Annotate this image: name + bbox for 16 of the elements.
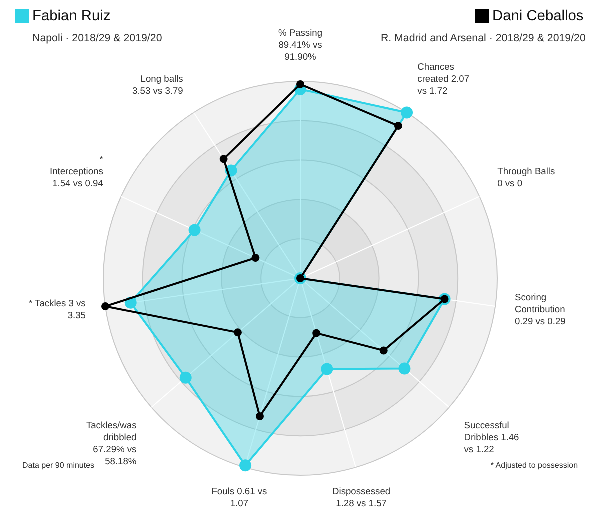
spoke-label: % Passing 89.41% vs 91.90% <box>278 28 323 62</box>
spoke-label: * Tackles 3 vs 3.35 <box>28 298 86 320</box>
spoke-label: Chances created 2.07 vs 1.72 <box>418 62 470 96</box>
legend-label: Dani Ceballos <box>492 8 584 24</box>
spoke-label: * Interceptions 1.54 vs 0.94 <box>50 154 104 188</box>
spoke-label: Scoring Contribution 0.29 vs 0.29 <box>514 292 566 326</box>
text: * Adjusted to possession <box>490 461 578 470</box>
spoke-label: Dispossessed 1.28 vs 1.57 <box>332 486 391 508</box>
spoke-label: Through Balls 0 vs 0 <box>498 166 556 188</box>
spoke-label: Successful Dribbles 1.46 vs 1.22 <box>464 420 520 454</box>
text: R. Madrid and Arsenal · 2018/29 & 2019/20 <box>380 32 586 44</box>
text: Data per 90 minutes <box>22 461 95 470</box>
text: Napoli · 2018/29 & 2019/20 <box>32 32 162 44</box>
spoke-label: Fouls 0.61 vs 1.07 <box>212 486 268 508</box>
legend-label: Fabian Ruiz <box>32 8 111 24</box>
spoke-label: Long balls 3.53 vs 3.79 <box>132 74 184 96</box>
